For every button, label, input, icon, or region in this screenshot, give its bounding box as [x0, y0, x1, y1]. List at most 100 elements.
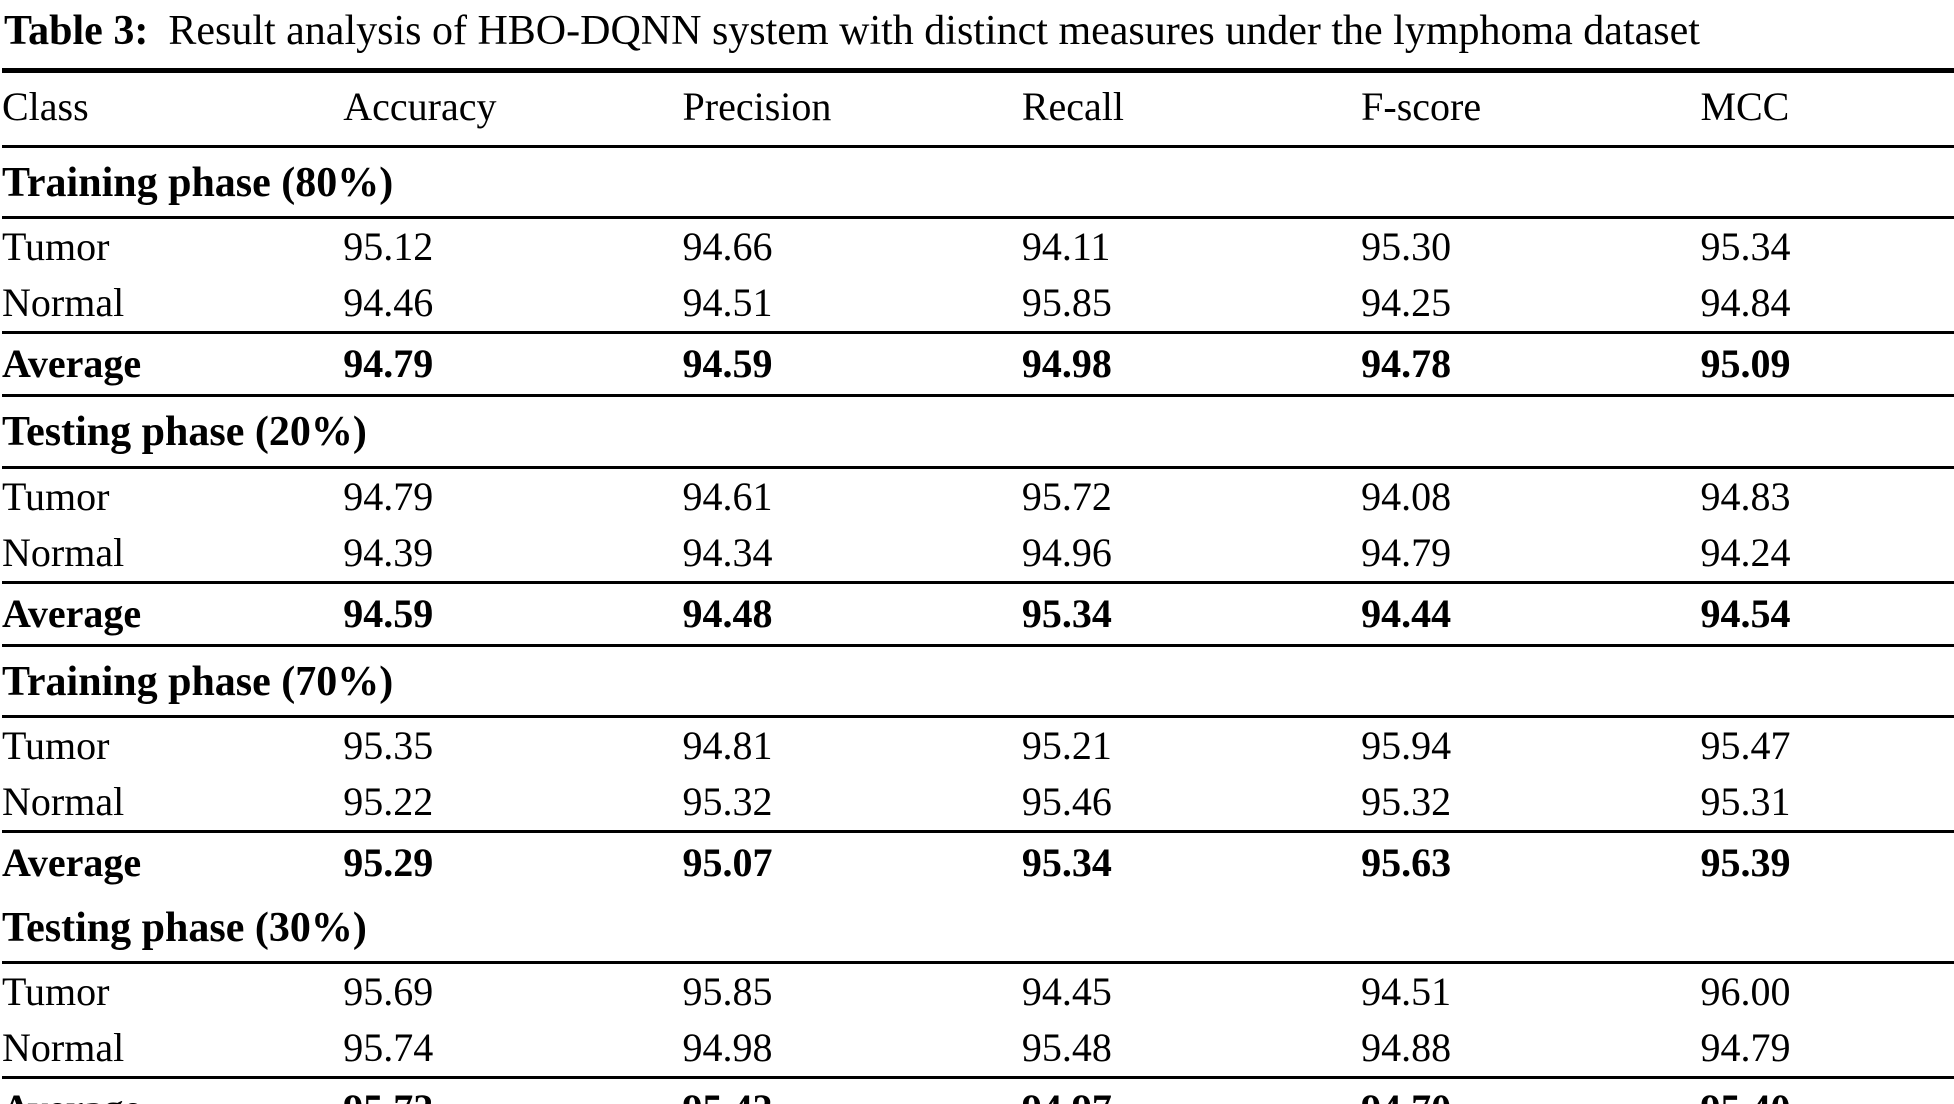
header-row: Class Accuracy Precision Recall F-score …: [2, 70, 1954, 149]
value-cell: 95.85: [1021, 280, 1112, 326]
value-cell: 95.31: [1700, 778, 1791, 824]
value-cell: 94.08: [1361, 473, 1452, 519]
value-cell: 95.32: [1361, 778, 1452, 824]
column-header-recall: Recall: [1021, 70, 1362, 149]
value-cell: 94.98: [1021, 331, 1362, 396]
value-cell: 94.88: [1361, 1024, 1452, 1070]
value-cell: 94.81: [682, 722, 773, 768]
value-cell: 94.54: [1700, 580, 1954, 646]
class-cell: Tumor: [2, 968, 110, 1014]
value-cell: 94.98: [682, 1024, 773, 1070]
value-cell: 94.51: [682, 280, 773, 326]
value-cell: 95.30: [1361, 224, 1452, 270]
value-cell: 94.51: [1361, 968, 1452, 1014]
value-cell: 94.97: [1021, 1075, 1362, 1104]
value-cell: 95.34: [1700, 224, 1791, 270]
value-cell: 94.34: [682, 529, 773, 575]
class-cell: Tumor: [2, 224, 110, 270]
value-cell: 94.25: [1361, 280, 1452, 326]
value-cell: 95.39: [1700, 829, 1954, 893]
table-row: Tumor 95.35 94.81 95.21 95.94 95.47: [2, 716, 1954, 774]
value-cell: 95.22: [343, 778, 434, 824]
section-header: Testing phase (30%): [2, 892, 1954, 964]
value-cell: 94.79: [343, 473, 434, 519]
caption-label: Table 3:: [4, 8, 149, 54]
column-header-precision: Precision: [682, 70, 1022, 149]
value-cell: 95.94: [1361, 722, 1452, 768]
section-header-row: Testing phase (20%): [2, 394, 1954, 469]
value-cell: 94.59: [682, 331, 1022, 396]
table-row: Tumor 95.69 95.85 94.45 94.51 96.00: [2, 962, 1954, 1020]
value-cell: 95.09: [1700, 331, 1954, 396]
value-cell: 95.34: [1021, 829, 1362, 893]
column-header-class: Class: [2, 70, 344, 149]
class-cell: Average: [2, 580, 344, 646]
value-cell: 94.84: [1700, 280, 1791, 326]
class-cell: Tumor: [2, 473, 110, 519]
table-row: Normal 95.22 95.32 95.46 95.32 95.31: [2, 774, 1954, 832]
table-body: Training phase (80%) Tumor 95.12 94.66 94.11…: [2, 145, 1954, 1104]
value-cell: 94.79: [1700, 1024, 1791, 1070]
class-cell: Normal: [2, 778, 125, 824]
value-cell: 94.39: [343, 529, 434, 575]
caption-text: Result analysis of HBO-DQNN system with …: [168, 8, 1700, 54]
value-cell: 95.48: [1021, 1024, 1112, 1070]
value-cell: 95.21: [1021, 722, 1112, 768]
section-header-row: Testing phase (30%): [2, 892, 1954, 964]
value-cell: 94.96: [1021, 529, 1112, 575]
value-cell: 95.69: [343, 968, 434, 1014]
table-row: Tumor 94.79 94.61 95.72 94.08 94.83: [2, 467, 1954, 525]
section-header-row: Training phase (80%): [2, 145, 1954, 220]
value-cell: 95.12: [343, 224, 434, 270]
value-cell: 95.34: [1021, 580, 1362, 646]
value-cell: 95.29: [343, 829, 683, 893]
value-cell: 94.83: [1700, 473, 1791, 519]
class-cell: Tumor: [2, 722, 110, 768]
column-header-mcc: MCC: [1700, 70, 1954, 149]
class-cell: Normal: [2, 280, 125, 326]
section-header-row: Training phase (70%): [2, 643, 1954, 718]
value-cell: 94.11: [1021, 224, 1111, 270]
value-cell: 94.24: [1700, 529, 1791, 575]
section-header: Testing phase (20%): [2, 394, 1954, 469]
value-cell: 94.48: [682, 580, 1022, 646]
value-cell: 94.70: [1361, 1075, 1701, 1104]
value-cell: 94.44: [1361, 580, 1701, 646]
table-row: Normal 94.39 94.34 94.96 94.79 94.24: [2, 525, 1954, 583]
value-cell: 94.78: [1361, 331, 1701, 396]
value-cell: 95.32: [682, 778, 773, 824]
results-table: Class Accuracy Precision Recall F-score …: [2, 68, 1954, 1104]
value-cell: 94.45: [1021, 968, 1112, 1014]
value-cell: 95.47: [1700, 722, 1791, 768]
value-cell: 95.63: [1361, 829, 1701, 893]
table-row: Average 95.29 95.07 95.34 95.63 95.39: [2, 829, 1954, 893]
table-row: Tumor 95.12 94.66 94.11 95.30 95.34: [2, 218, 1954, 276]
section-header: Training phase (80%): [2, 145, 1954, 220]
column-header-accuracy: Accuracy: [343, 70, 683, 149]
table-caption: Table 3: Result analysis of HBO-DQNN syst…: [2, 2, 1954, 68]
table-header: Class Accuracy Precision Recall F-score …: [2, 70, 1954, 149]
value-cell: 94.66: [682, 224, 773, 270]
value-cell: 94.61: [682, 473, 773, 519]
section-header: Training phase (70%): [2, 643, 1954, 718]
column-header-fscore: F-score: [1361, 70, 1701, 149]
value-cell: 96.00: [1700, 968, 1791, 1014]
value-cell: 95.72: [1021, 473, 1112, 519]
value-cell: 95.07: [682, 829, 1022, 893]
value-cell: 95.46: [1021, 778, 1112, 824]
class-cell: Normal: [2, 1024, 125, 1070]
value-cell: 94.79: [1361, 529, 1452, 575]
table-row: Normal 95.74 94.98 95.48 94.88 94.79: [2, 1020, 1954, 1078]
value-cell: 95.72: [343, 1075, 683, 1104]
value-cell: 94.46: [343, 280, 434, 326]
class-cell: Average: [2, 1075, 344, 1104]
table-row: Normal 94.46 94.51 95.85 94.25 94.84: [2, 275, 1954, 333]
class-cell: Normal: [2, 529, 125, 575]
value-cell: 94.79: [343, 331, 683, 396]
value-cell: 95.35: [343, 722, 434, 768]
value-cell: 95.74: [343, 1024, 434, 1070]
value-cell: 95.40: [1700, 1075, 1954, 1104]
value-cell: 95.85: [682, 968, 773, 1014]
